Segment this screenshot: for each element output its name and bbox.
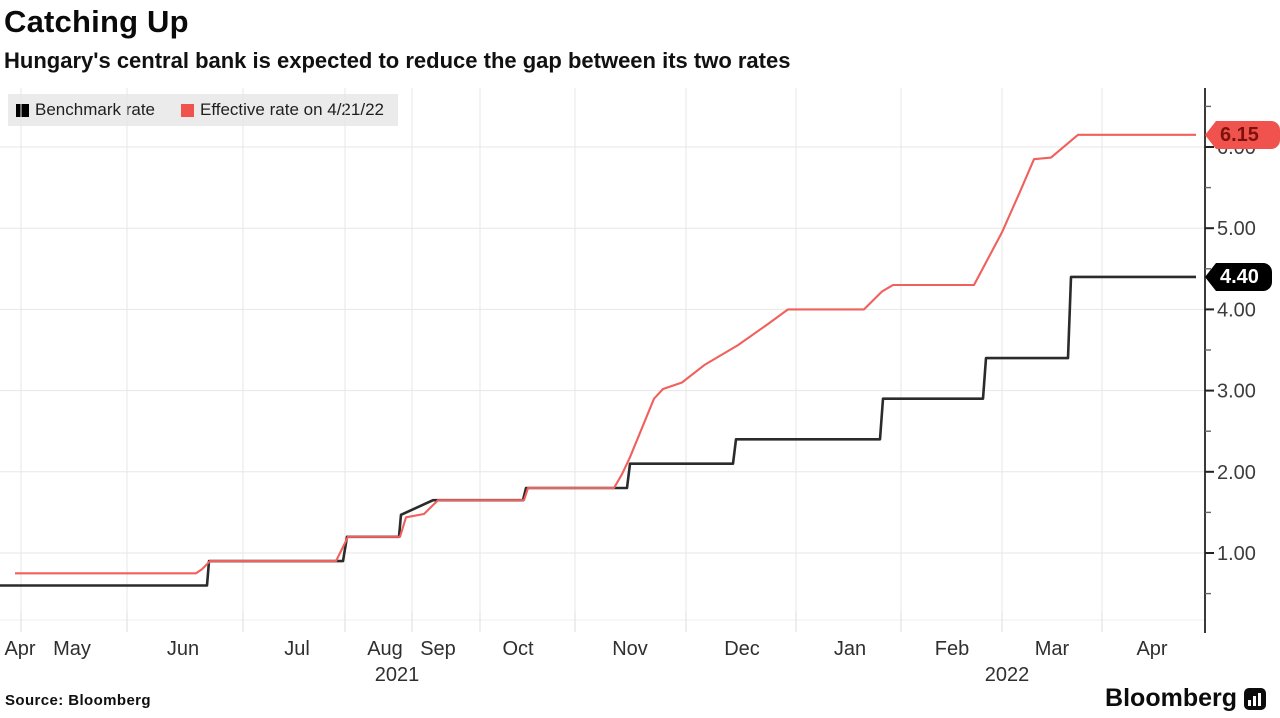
effective-swatch-icon <box>181 103 194 117</box>
series-line-benchmark-rate <box>0 275 1196 587</box>
bloomberg-chart-icon <box>1244 687 1266 710</box>
legend-label-benchmark: Benchmark rate <box>35 100 155 119</box>
x-year-label: 2021 <box>375 664 420 686</box>
page-subtitle: Hungary's central bank is expected to re… <box>4 48 791 73</box>
x-tick-label: Apr <box>4 638 35 660</box>
x-tick-label: Dec <box>724 638 760 660</box>
x-tick-label: Mar <box>1035 638 1070 660</box>
benchmark-rate-end-label: 4.40 <box>1205 263 1272 291</box>
series-line-effective-rate-on-4-21-22 <box>15 133 1196 575</box>
x-tick-label: Oct <box>502 638 534 660</box>
x-tick-label: Feb <box>935 638 969 660</box>
y-tick-label: 3.00 <box>1217 381 1256 403</box>
source-attribution: Source: Bloomberg <box>5 692 151 709</box>
x-tick-label: May <box>53 638 91 660</box>
bloomberg-logo-text: Bloomberg <box>1105 684 1237 712</box>
x-tick-label: Apr <box>1136 638 1167 660</box>
x-tick-label: Nov <box>612 638 648 660</box>
effective-rate-end-label: 6.15 <box>1205 121 1280 149</box>
bloomberg-logo: Bloomberg <box>1105 684 1266 713</box>
x-tick-label: Jul <box>284 638 310 660</box>
y-tick-label: 2.00 <box>1217 462 1256 484</box>
chart-legend: Benchmark rate Effective rate on 4/21/22 <box>8 94 398 126</box>
legend-item-effective: Effective rate on 4/21/22 <box>181 100 384 120</box>
x-tick-label: Jun <box>167 638 199 660</box>
benchmark-swatch-icon <box>16 103 29 117</box>
y-tick-label: 1.00 <box>1217 543 1256 565</box>
y-tick-label: 4.00 <box>1217 299 1256 321</box>
legend-label-effective: Effective rate on 4/21/22 <box>200 100 384 119</box>
x-tick-label: Aug <box>367 638 403 660</box>
x-year-label: 2022 <box>985 664 1030 686</box>
y-tick-label: 5.00 <box>1217 218 1256 240</box>
x-tick-label: Jan <box>834 638 866 660</box>
page-title: Catching Up <box>4 4 189 39</box>
legend-item-benchmark: Benchmark rate <box>16 100 155 120</box>
x-tick-label: Sep <box>420 638 456 660</box>
